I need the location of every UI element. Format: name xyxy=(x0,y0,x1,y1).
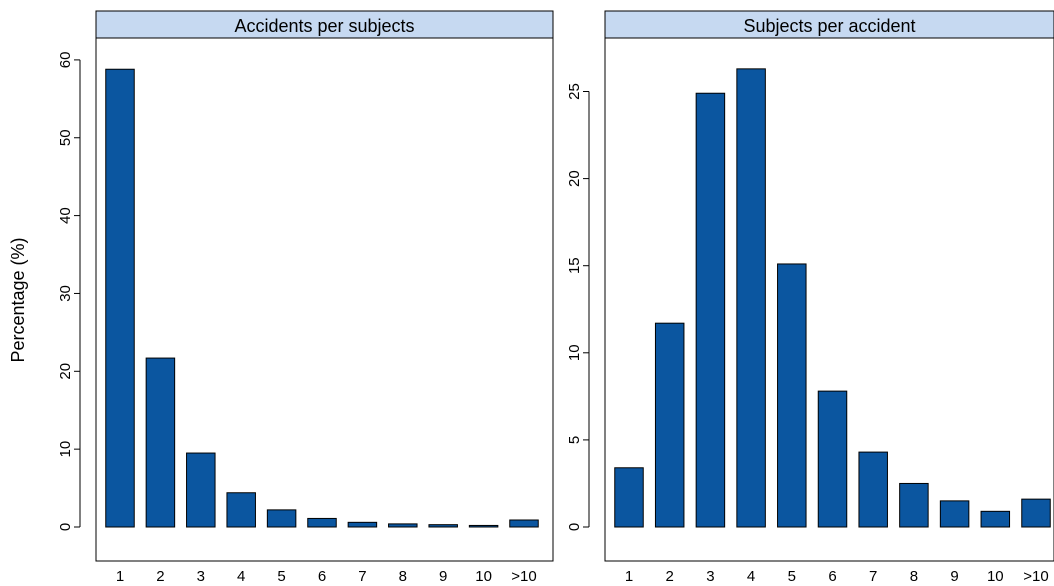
bar xyxy=(899,482,929,528)
bar xyxy=(777,263,807,528)
x-tick-label: >10 xyxy=(511,568,536,585)
x-tick-label: 2 xyxy=(156,568,164,585)
bar xyxy=(509,519,539,528)
bar xyxy=(1021,498,1051,528)
y-tick-label: 25 xyxy=(566,83,583,100)
panel-strip xyxy=(604,10,1054,39)
x-tick-label: >10 xyxy=(1023,568,1048,585)
bar xyxy=(226,492,256,528)
y-tick-label: 0 xyxy=(566,523,583,531)
x-tick-label: 4 xyxy=(237,568,245,585)
bar xyxy=(695,92,726,528)
x-tick-label: 8 xyxy=(399,568,407,585)
bar xyxy=(105,68,135,528)
x-tick-label: 1 xyxy=(116,568,124,585)
panel-title: Subjects per accident xyxy=(743,16,915,36)
bar xyxy=(817,390,848,528)
x-tick-label: 5 xyxy=(277,568,285,585)
y-tick-label: 30 xyxy=(57,285,74,302)
y-tick-label: 5 xyxy=(566,436,583,444)
x-tick-label: 7 xyxy=(358,568,366,585)
x-tick-label: 3 xyxy=(706,568,714,585)
y-tick-label: 20 xyxy=(57,363,74,380)
y-tick-label: 10 xyxy=(57,441,74,458)
x-tick-label: 6 xyxy=(318,568,326,585)
bar xyxy=(468,524,499,528)
x-tick-label: 3 xyxy=(197,568,205,585)
y-tick-label: 0 xyxy=(57,523,74,531)
bar xyxy=(145,357,176,528)
x-tick-label: 1 xyxy=(625,568,633,585)
x-tick-label: 6 xyxy=(828,568,836,585)
bar xyxy=(614,467,644,528)
y-tick-label: 40 xyxy=(57,207,74,224)
x-tick-label: 9 xyxy=(950,568,958,585)
bar xyxy=(347,521,378,528)
y-tick-label: 10 xyxy=(566,344,583,361)
panel-subjects-per-accident: Subjects per accident 0 5 10 15 20 25 1 2 3 4 5 6 7 8 9… xyxy=(566,10,1054,585)
x-tick-label: 2 xyxy=(666,568,674,585)
y-tick-label: 60 xyxy=(57,52,74,69)
bar xyxy=(939,500,970,528)
y-axis-label: Percentage (%) xyxy=(8,237,28,362)
panel-accidents-per-subjects: Accidents per subjects 0 10 20 30 40 50 60 1 2 3 4 5… xyxy=(57,10,554,585)
panel-strip xyxy=(95,10,554,39)
bar xyxy=(388,523,418,528)
panel-title: Accidents per subjects xyxy=(234,16,414,36)
bar xyxy=(980,510,1011,528)
x-tick-label: 4 xyxy=(747,568,755,585)
x-tick-label: 7 xyxy=(869,568,877,585)
bar xyxy=(307,517,337,528)
x-tick-label: 5 xyxy=(788,568,796,585)
x-tick-label: 8 xyxy=(910,568,918,585)
bar xyxy=(186,452,216,528)
bar xyxy=(266,509,297,528)
bar xyxy=(654,322,685,528)
y-tick-label: 20 xyxy=(566,170,583,187)
bar xyxy=(428,524,458,528)
y-tick-label: 50 xyxy=(57,129,74,146)
x-tick-label: 10 xyxy=(987,568,1004,585)
bar xyxy=(858,451,888,528)
bar xyxy=(736,68,766,528)
y-tick-label: 15 xyxy=(566,257,583,274)
x-tick-label: 10 xyxy=(475,568,492,585)
x-tick-label: 9 xyxy=(439,568,447,585)
